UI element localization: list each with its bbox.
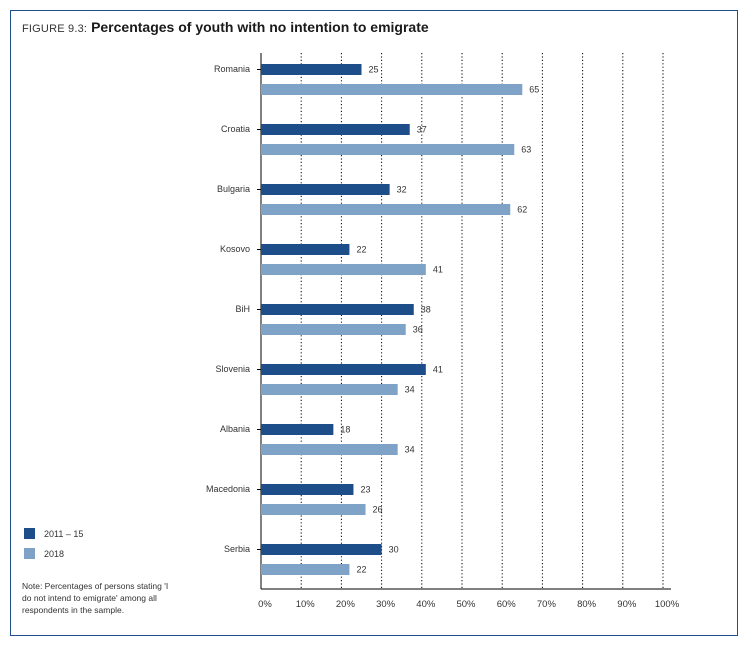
x-tick-label: 60% [497, 599, 517, 610]
figure-title: FIGURE 9.3: Percentages of youth with no… [22, 19, 429, 35]
x-tick-label: 90% [617, 599, 637, 610]
bar-romania-2011-15 [261, 64, 362, 75]
bar-bih-2011-15 [261, 304, 414, 315]
data-label-slovenia-2011-15: 41 [433, 365, 443, 375]
bar-albania-2011-15 [261, 424, 334, 435]
data-label-macedonia-2018: 26 [373, 505, 383, 515]
category-label-croatia: Croatia [221, 124, 250, 134]
category-label-albania: Albania [220, 424, 250, 434]
x-tick-label: 10% [296, 599, 316, 610]
legend-swatch-2011-15 [24, 528, 35, 539]
category-label-kosovo: Kosovo [220, 244, 250, 254]
x-tick-label: 50% [456, 599, 476, 610]
bar-slovenia-2011-15 [261, 364, 426, 375]
legend-label-2011-15: 2011 – 15 [44, 528, 84, 539]
legend-swatch-2018 [24, 548, 35, 559]
data-label-romania-2018: 65 [529, 85, 539, 95]
data-label-macedonia-2011-15: 23 [360, 485, 370, 495]
bar-croatia-2018 [261, 144, 515, 155]
category-label-romania: Romania [214, 64, 250, 74]
data-label-serbia-2018: 22 [356, 565, 366, 575]
category-label-bulgaria: Bulgaria [217, 184, 250, 194]
data-label-albania-2018: 34 [405, 445, 415, 455]
data-label-bulgaria-2011-15: 32 [397, 185, 407, 195]
x-tick-label: 20% [336, 599, 356, 610]
x-tick-label: 100% [655, 599, 680, 610]
data-label-slovenia-2018: 34 [405, 385, 415, 395]
bar-bih-2018 [261, 324, 406, 335]
legend-item-2018: 2018 [24, 548, 64, 559]
figure-frame [10, 10, 738, 636]
bar-slovenia-2018 [261, 384, 398, 395]
chart-title: Percentages of youth with no intention t… [91, 19, 429, 35]
data-label-bih-2011-15: 38 [421, 305, 431, 315]
x-tick-label: 70% [537, 599, 557, 610]
data-label-croatia-2018: 63 [521, 145, 531, 155]
legend-item-2011-15: 2011 – 15 [24, 528, 83, 539]
bar-romania-2018 [261, 84, 523, 95]
chart-note: Note: Percentages of persons stating 'I … [22, 581, 169, 615]
bar-serbia-2018 [261, 564, 350, 575]
bar-serbia-2011-15 [261, 544, 382, 555]
bar-kosovo-2018 [261, 264, 426, 275]
legend-label-2018: 2018 [44, 548, 65, 559]
data-label-kosovo-2018: 41 [433, 265, 443, 275]
bar-macedonia-2018 [261, 504, 366, 515]
data-label-bih-2018: 36 [413, 325, 423, 335]
bar-bulgaria-2011-15 [261, 184, 390, 195]
category-label-slovenia: Slovenia [215, 364, 250, 374]
figure-label: FIGURE 9.3: [22, 23, 88, 35]
data-label-kosovo-2011-15: 22 [356, 245, 366, 255]
category-label-serbia: Serbia [224, 544, 250, 554]
bar-bulgaria-2018 [261, 204, 511, 215]
bar-kosovo-2011-15 [261, 244, 350, 255]
category-label-macedonia: Macedonia [206, 484, 250, 494]
data-label-albania-2011-15: 18 [340, 425, 350, 435]
bar-albania-2018 [261, 444, 398, 455]
bar-croatia-2011-15 [261, 124, 410, 135]
x-tick-label: 80% [577, 599, 597, 610]
x-tick-label: 0% [258, 599, 272, 610]
data-label-croatia-2011-15: 37 [417, 125, 427, 135]
data-label-bulgaria-2018: 62 [517, 205, 527, 215]
data-label-serbia-2011-15: 30 [389, 545, 399, 555]
bar-macedonia-2011-15 [261, 484, 354, 495]
data-label-romania-2011-15: 25 [369, 65, 379, 75]
category-label-bih: BiH [235, 304, 250, 314]
x-tick-label: 40% [416, 599, 436, 610]
x-tick-label: 30% [376, 599, 396, 610]
